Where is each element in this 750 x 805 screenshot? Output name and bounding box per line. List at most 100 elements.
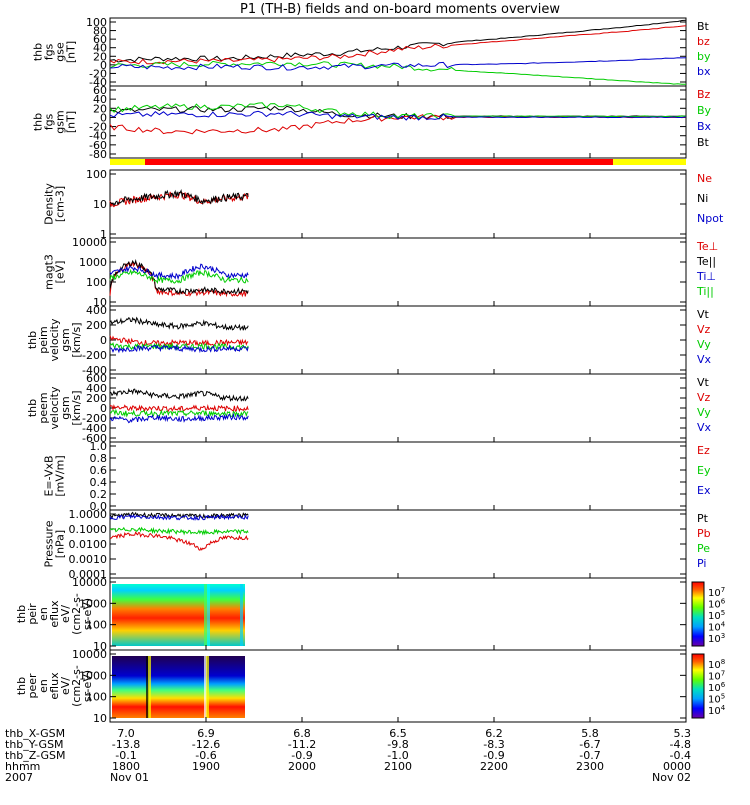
legend-entry: Bz (697, 88, 711, 101)
y-tick-label: 20 (93, 50, 107, 63)
x-axis-value: -9.8 (387, 738, 408, 751)
y-axis-label-line: velocity (48, 318, 61, 361)
x-axis-value: 5.3 (674, 727, 692, 740)
y-tick-label: 100 (86, 168, 107, 181)
y-tick-label: 0.0100 (69, 538, 108, 551)
y-axis-label-line: sr-eV) (81, 670, 94, 702)
y-axis-label-line: gsm (59, 328, 72, 351)
legend: Bz By Bx Bt (697, 88, 712, 149)
series-line-bx (109, 57, 687, 71)
legend-entry: Ne (697, 172, 712, 185)
y-axis-label-line: peer (26, 673, 39, 699)
series-line-Ni (109, 188, 249, 207)
legend: Bt bz by bx (697, 20, 711, 78)
legend-entry: Pt (697, 512, 709, 525)
x-axis-value: 2300 (576, 760, 604, 773)
y-axis-label-line: eflux (48, 600, 61, 628)
series-line-bz (109, 25, 687, 65)
x-axis-value: 7.0 (117, 727, 135, 740)
y-tick-label: 40 (93, 93, 107, 106)
series-line-Pe (109, 526, 249, 536)
y-tick-label: 10 (93, 296, 107, 309)
y-tick-label: 60 (93, 84, 107, 97)
legend-entry: Bt (697, 20, 710, 33)
y-tick-label: 0.6 (90, 464, 108, 477)
status-segment (613, 159, 686, 165)
panel-frame (109, 85, 687, 159)
panel-frame (109, 17, 687, 87)
y-axis-label-line: gsm (54, 110, 67, 133)
x-axis-value: -1.0 (387, 749, 408, 762)
x-axis-value: -13.8 (112, 738, 140, 751)
y-tick-label: 1.0 (90, 440, 108, 453)
x-axis-value: 2000 (288, 760, 316, 773)
series-line-Ti⊥ (109, 263, 249, 281)
x-axis-row-label: thb_Y-GSM (5, 738, 64, 751)
spectrogram-feature-3 (206, 656, 209, 718)
legend: Pt Pb Pe Pi (697, 512, 711, 570)
y-tick-label: -200 (82, 349, 107, 362)
x-axis-value: -8.3 (483, 738, 504, 751)
y-tick-label: 0.8 (90, 452, 108, 465)
y-tick-label: 0 (100, 334, 107, 347)
legend-entry: bz (697, 35, 710, 48)
series-line-Pb (110, 530, 249, 551)
x-axis-value: 1800 (112, 760, 140, 773)
y-axis-label-line: [nT] (65, 111, 78, 133)
y-axis-label-line: thb (32, 43, 45, 61)
y-tick-label: 200 (86, 319, 107, 332)
y-tick-label: 1000 (79, 669, 107, 682)
y-axis-label-line: E=-VxB (43, 455, 56, 496)
y-axis-label-line: eflux (48, 672, 61, 700)
legend: Ne Ni Npot (697, 172, 724, 225)
legend-entry: Vx (697, 353, 712, 366)
y-axis-label-line: eV/ (59, 677, 72, 695)
legend: Te⊥ Te|| Ti⊥ Ti|| (696, 240, 718, 298)
y-tick-label: -20 (89, 67, 107, 80)
legend-entry: by (697, 50, 711, 63)
x-axis-value: -0.9 (291, 749, 312, 762)
x-axis-value: -11.2 (288, 738, 316, 751)
x-axis-value: Nov 01 (110, 771, 149, 784)
y-axis-label: Pressure[nPa] (43, 520, 67, 567)
legend-entry: Vt (697, 376, 710, 389)
y-tick-label: 10000 (72, 576, 107, 589)
y-tick-label: -400 (82, 422, 107, 435)
series-line-Vy (109, 408, 249, 418)
spectrogram-image (112, 584, 245, 646)
y-tick-label: -20 (89, 121, 107, 134)
panel-magt3: 10000 1000 100 10 magt3[eV] Te⊥ Te|| Ti⊥ Ti|| (43, 236, 719, 309)
y-tick-label: -40 (89, 76, 107, 89)
y-tick-label: 400 (86, 304, 107, 317)
legend-entry: Vt (697, 308, 710, 321)
y-tick-label: 10000 (72, 648, 107, 661)
legend-entry: Te|| (696, 255, 716, 268)
x-axis-value: -0.9 (483, 749, 504, 762)
y-tick-label: 100 (86, 16, 107, 29)
y-tick-label: 20 (93, 102, 107, 115)
y-axis-label-line: peem (37, 392, 50, 423)
y-axis-label-line: gsm (59, 396, 72, 419)
y-axis-label-line: [nPa] (54, 530, 67, 558)
legend-entry: Ti|| (696, 285, 714, 298)
y-axis-label-line: [km/s] (70, 390, 83, 425)
legend-entry: Vz (697, 391, 711, 404)
spectrogram-feature-0 (204, 584, 207, 646)
y-axis-label: Density[cm-3] (43, 183, 67, 225)
y-axis-label-line: [eV] (54, 261, 67, 284)
series-line-Vx (109, 412, 249, 424)
y-tick-label: 400 (86, 382, 107, 395)
legend-entry: Vx (697, 421, 712, 434)
y-axis-label-line: (cm2-s- (70, 593, 83, 635)
x-axis-value: 6.9 (197, 727, 215, 740)
legend: Vt Vz Vy Vx (697, 376, 712, 434)
legend-entry: Te⊥ (696, 240, 718, 253)
y-tick-label: 10 (93, 640, 107, 653)
